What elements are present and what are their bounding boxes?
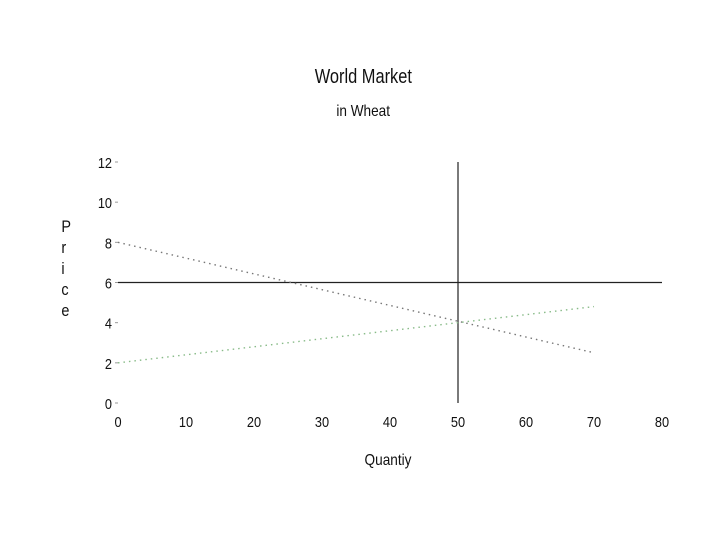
y-axis-label-char: c [61,280,69,299]
x-tick-label: 20 [247,413,261,430]
x-tick-label: 40 [383,413,397,430]
x-tick-label: 0 [114,413,121,430]
y-tick-label: 12 [98,154,112,171]
y-axis-label-char: r [61,238,67,257]
y-tick-label: 2 [105,355,112,372]
x-tick-label: 50 [451,413,465,430]
series-line-1 [117,241,595,354]
y-axis-label-char: e [61,301,70,320]
y-tick-label: 4 [105,315,112,332]
x-tick-label: 30 [315,413,329,430]
x-tick-label: 10 [179,413,193,430]
x-tick-label: 80 [655,413,669,430]
chart-subtitle: in Wheat [336,103,391,120]
x-tick-label: 60 [519,413,533,430]
y-tick-label: 10 [98,194,112,211]
y-tick-label: 6 [105,274,112,291]
y-tick-label: 8 [105,234,112,251]
y-tick-label: 0 [105,395,112,412]
y-axis-label-char: i [61,259,65,278]
y-axis-label-char: P [61,217,71,236]
chart-title: World Market [314,66,412,88]
x-tick-label: 70 [587,413,601,430]
x-axis-label: Quantiy [364,452,412,469]
y-axis-label: P r i c e [60,217,78,323]
series-line-2 [117,305,595,364]
